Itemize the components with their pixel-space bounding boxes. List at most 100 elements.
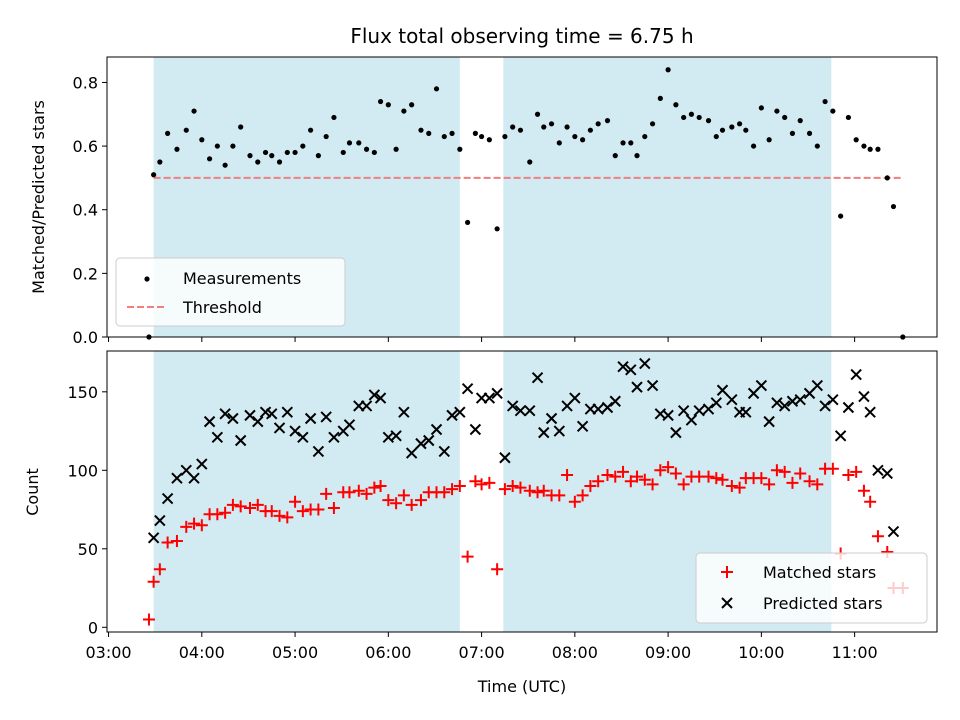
predicted-star-point <box>617 360 629 373</box>
predicted-star-point <box>506 400 519 412</box>
predicted-star-point <box>398 406 410 418</box>
measurement-point <box>174 146 180 152</box>
measurement-point <box>269 153 275 159</box>
measurement-point <box>774 108 780 114</box>
matched-star-point <box>483 476 496 489</box>
measurement-point <box>199 137 205 143</box>
measurement-point <box>534 111 541 117</box>
measurement-point <box>449 130 455 136</box>
predicted-star-point <box>203 415 216 428</box>
measurement-point <box>418 127 424 133</box>
x-tick-label: 04:00 <box>179 643 225 662</box>
matched-star-point <box>446 483 459 496</box>
matched-star-point <box>289 495 302 508</box>
predicted-star-point <box>677 404 690 417</box>
measurement-point <box>276 159 283 165</box>
measurement-point <box>426 130 432 136</box>
measurement-point <box>284 149 290 156</box>
predicted-star-point <box>266 408 278 420</box>
matched-star-point <box>506 480 519 493</box>
matched-star-point <box>677 478 690 491</box>
matched-star-point <box>296 505 309 518</box>
measurement-point <box>191 108 197 114</box>
matched-star-point <box>281 511 294 524</box>
matched-star-point <box>778 465 791 478</box>
measurement-point <box>206 156 213 162</box>
matched-star-point <box>786 476 799 489</box>
measurement-point <box>331 114 337 121</box>
matched-star-point <box>646 478 659 491</box>
matched-star-point <box>360 487 373 500</box>
x-axis-label: Time (UTC) <box>477 677 566 696</box>
predicted-star-point <box>514 404 527 417</box>
predicted-star-point <box>609 395 621 407</box>
predicted-star-point <box>811 379 824 392</box>
predicted-star-point <box>374 392 387 404</box>
top-panel: 0.0 0.2 0.4 0.6 0.8 Flux total observing tim… <box>29 24 938 347</box>
matched-star-point <box>576 489 589 502</box>
measurement-point <box>838 213 844 219</box>
predicted-star-point <box>491 387 503 400</box>
measurement-point <box>385 102 391 108</box>
predicted-star-point <box>625 364 637 376</box>
matched-star-point <box>312 503 325 516</box>
predicted-star-point <box>423 434 435 447</box>
predicted-star-point <box>297 431 309 444</box>
measurement-point <box>300 143 306 149</box>
predicted-star-point <box>273 422 286 434</box>
predicted-star-point <box>881 467 893 480</box>
measurement-point <box>340 149 346 156</box>
y-tick-label: 0.2 <box>73 264 98 283</box>
matched-star-point <box>702 470 715 483</box>
measurement-point <box>564 124 570 130</box>
measurement-point <box>457 146 463 152</box>
predicted-star-point <box>312 445 325 458</box>
measurement-point <box>758 105 764 111</box>
measurement-point <box>401 108 407 114</box>
measurement-point <box>688 111 695 117</box>
predicted-star-point <box>171 472 183 484</box>
measurement-point <box>595 121 601 127</box>
matched-star-point <box>716 473 729 486</box>
matched-star-point <box>638 473 651 486</box>
measurement-point <box>822 98 828 105</box>
measurement-point <box>806 130 813 136</box>
predicted-star-point <box>430 423 443 436</box>
matched-star-point <box>243 501 256 514</box>
predicted-star-point <box>794 393 806 406</box>
predicted-star-point <box>778 400 791 412</box>
matched-star-point <box>842 469 855 482</box>
predicted-star-point <box>576 420 589 433</box>
predicted-star-point <box>328 431 340 444</box>
measurement-point <box>612 153 618 159</box>
measurement-point <box>737 121 743 127</box>
matched-star-point <box>491 563 504 576</box>
measurement-point <box>486 137 492 143</box>
predicted-star-point <box>524 404 536 417</box>
measurement-point <box>151 172 157 178</box>
measurement-point <box>681 114 687 121</box>
matched-star-point <box>397 489 410 502</box>
matched-star-point <box>857 484 870 497</box>
measurement-point <box>750 143 757 149</box>
measurement-point <box>861 143 867 149</box>
observing-span-1 <box>153 351 460 632</box>
x-tick-label: 07:00 <box>459 643 505 662</box>
y-tick-label: 100 <box>67 461 98 480</box>
y-tick-label: 0.4 <box>73 201 98 220</box>
predicted-star-point <box>244 409 256 422</box>
predicted-star-point <box>320 411 332 423</box>
measurement-point <box>315 153 321 159</box>
measurement-point <box>409 102 415 108</box>
measurement-point <box>634 153 640 159</box>
predicted-star-point <box>154 514 166 527</box>
predicted-star-point <box>592 403 604 415</box>
measurement-point <box>884 175 890 181</box>
matched-star-point <box>568 495 581 508</box>
matched-star-point <box>531 486 544 499</box>
measurement-point <box>705 118 712 124</box>
predicted-star-point <box>538 426 550 439</box>
observing-span-2 <box>503 57 832 337</box>
matched-star-point <box>537 484 550 497</box>
